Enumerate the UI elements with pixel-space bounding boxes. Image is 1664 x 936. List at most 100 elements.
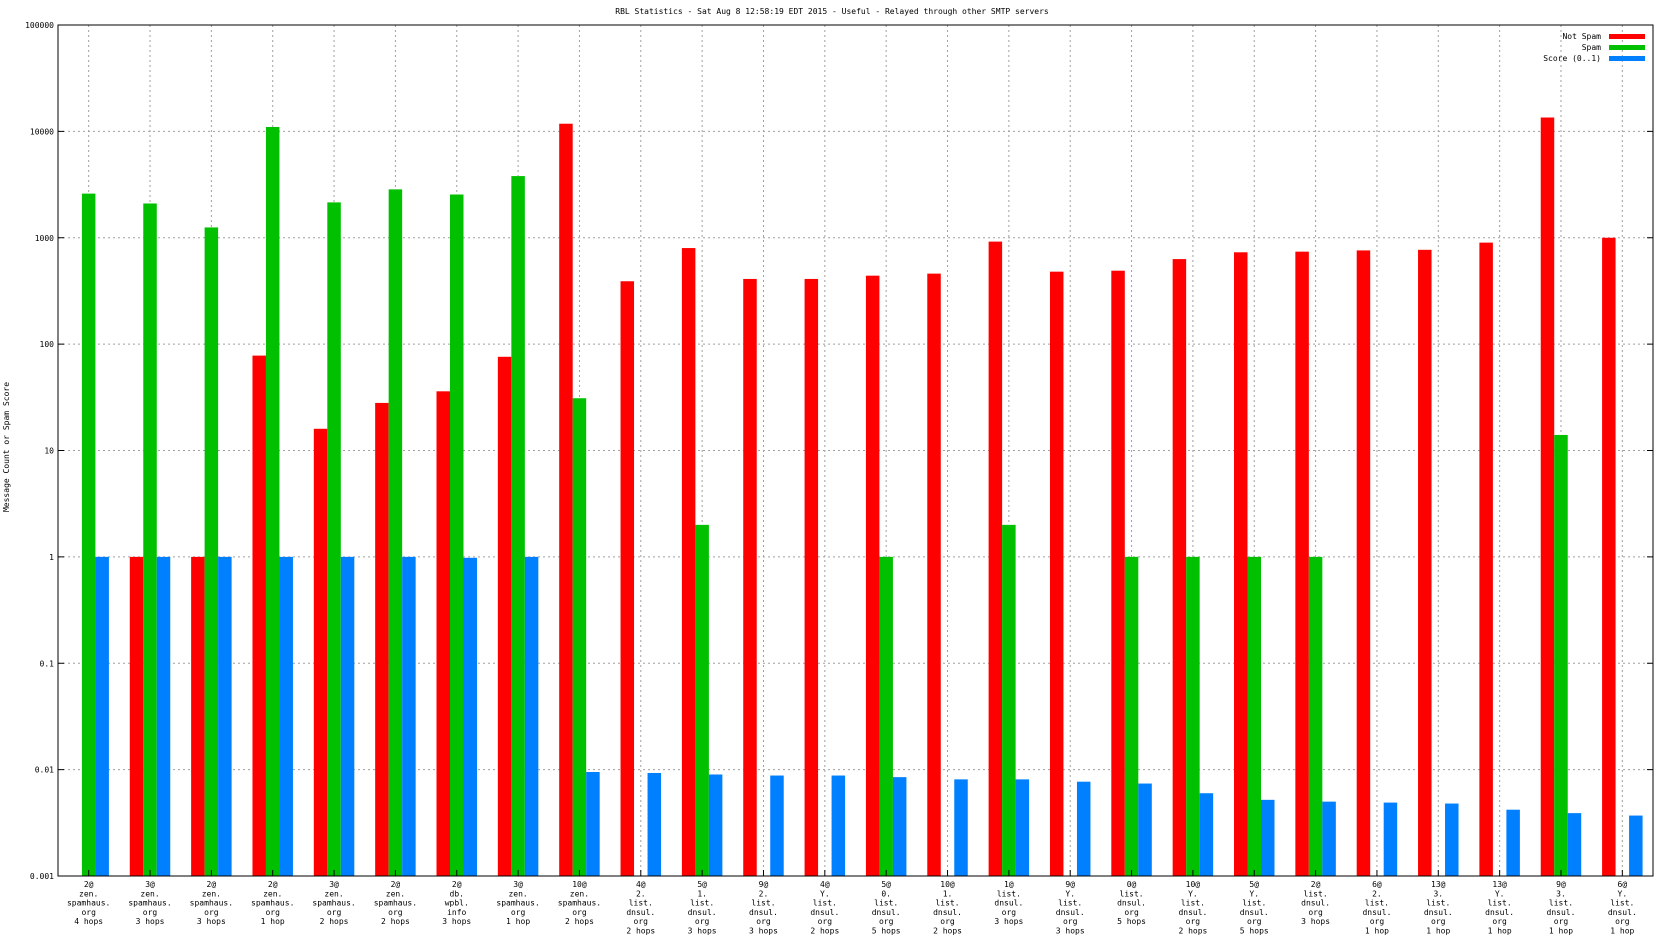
x-tick-label: 2@	[391, 880, 401, 889]
bar-not-spam	[1479, 242, 1493, 877]
x-tick-label: 1.	[697, 889, 707, 898]
x-tick-label: list.	[1610, 899, 1634, 908]
x-tick-label: 4 hops	[74, 917, 103, 926]
x-tick-label: 1 hop	[1426, 927, 1450, 936]
x-tick-label: list.	[1058, 899, 1082, 908]
x-tick-label: 9@	[1556, 880, 1566, 889]
x-tick-label: org	[756, 917, 771, 926]
x-tick-label: dnsul.	[1301, 899, 1330, 908]
bar-not-spam	[1111, 270, 1125, 876]
x-tick-label: zen.	[324, 889, 343, 898]
x-tick-label: dnsul.	[1485, 908, 1514, 917]
bar-score-0-1	[1383, 802, 1398, 876]
x-tick-label: 1 hop	[506, 917, 530, 926]
x-tick-label: spamhaus.	[374, 899, 417, 908]
x-tick-label: dnsul.	[1547, 908, 1576, 917]
x-tick-label: 6@	[1372, 880, 1382, 889]
x-tick-label: 1.	[943, 889, 953, 898]
x-tick-label: org	[388, 908, 403, 917]
x-tick-label: org	[81, 908, 96, 917]
bar-score-0-1	[1567, 813, 1582, 876]
x-tick-label: zen.	[263, 889, 282, 898]
x-tick-label: 9@	[1065, 880, 1075, 889]
x-tick-label: list.	[1120, 889, 1144, 898]
x-tick-label: org	[1492, 917, 1507, 926]
legend-swatch	[1609, 45, 1645, 50]
x-tick-label: 0@	[1127, 880, 1137, 889]
x-tick-label: 2 hops	[320, 917, 349, 926]
x-tick-label: org	[879, 917, 894, 926]
x-tick-label: 2@	[452, 880, 462, 889]
x-tick-label: dnsul.	[626, 908, 655, 917]
x-tick-label: 3.	[1433, 889, 1443, 898]
x-tick-label: 9@	[759, 880, 769, 889]
x-tick-label: dnsul.	[1608, 908, 1637, 917]
bar-spam	[204, 227, 219, 877]
x-tick-label: 3 hops	[136, 917, 165, 926]
x-tick-label: 5@	[881, 880, 891, 889]
bar-spam	[1247, 556, 1261, 876]
bar-not-spam	[927, 273, 941, 876]
bar-not-spam	[865, 275, 880, 876]
x-tick-label: org	[1431, 917, 1446, 926]
x-tick-label: org	[204, 908, 219, 917]
x-tick-label: org	[1002, 908, 1017, 917]
bar-not-spam	[375, 402, 389, 876]
x-tick-label: org	[1247, 917, 1262, 926]
x-tick-label: list.	[1304, 889, 1328, 898]
x-tick-label: spamhaus.	[251, 899, 294, 908]
grid	[58, 24, 1653, 877]
bar-score-0-1	[156, 556, 171, 876]
x-tick-label: list.	[997, 889, 1021, 898]
x-tick-label: list.	[1365, 899, 1389, 908]
x-tick-label: dnsul.	[1240, 908, 1269, 917]
x-tick-label: 2.	[636, 889, 646, 898]
x-tick-label: dnsul.	[1056, 908, 1085, 917]
x-tick-label: dnsul.	[1424, 908, 1453, 917]
chart-title: RBL Statistics - Sat Aug 8 12:58:19 EDT …	[615, 7, 1049, 16]
x-tick-label: spamhaus.	[67, 899, 110, 908]
x-tick-label: 3@	[329, 880, 339, 889]
x-tick-label: dnsul.	[1362, 908, 1391, 917]
x-tick-label: zen.	[508, 889, 527, 898]
x-tick-label: spamhaus.	[190, 899, 233, 908]
bar-spam	[81, 193, 96, 877]
bar-spam	[1554, 434, 1568, 876]
x-tick-label: 10@	[1186, 880, 1201, 889]
bar-not-spam	[559, 123, 573, 876]
x-tick-label: zen.	[386, 889, 405, 898]
x-tick-label: 2 hops	[626, 927, 655, 936]
y-tick-label: 0.1	[40, 659, 55, 668]
y-axis-label: Message Count or Spam Score	[2, 382, 11, 512]
x-tick-label: dnsul.	[1117, 899, 1146, 908]
x-tick-label: org	[1554, 917, 1569, 926]
bar-spam	[695, 524, 709, 876]
x-tick-label: dnsul.	[933, 908, 962, 917]
bar-not-spam	[1295, 251, 1309, 877]
x-tick-label: 1 hop	[1365, 927, 1389, 936]
bar-score-0-1	[1506, 809, 1520, 876]
x-tick-label: org	[1063, 917, 1078, 926]
bar-not-spam	[1234, 252, 1248, 876]
bar-not-spam	[191, 556, 205, 876]
x-tick-label: 5 hops	[1117, 917, 1146, 926]
bar-score-0-1	[586, 771, 600, 876]
x-tick-label: 2@	[84, 880, 94, 889]
x-tick-label: dnsul.	[810, 908, 839, 917]
x-tick-label: 3@	[513, 880, 523, 889]
x-tick-label: 3 hops	[197, 917, 226, 926]
x-tick-label: org	[1370, 917, 1385, 926]
y-tick-label: 1	[49, 553, 54, 562]
y-tick-label: 1000	[35, 234, 54, 243]
bars	[81, 117, 1643, 877]
y-tick-label: 100000	[25, 21, 54, 30]
x-tick-label: org	[265, 908, 280, 917]
y-tick-label: 100	[40, 340, 55, 349]
bar-spam	[265, 126, 280, 876]
bar-score-0-1	[1076, 781, 1091, 876]
x-tick-label: 6@	[1618, 880, 1628, 889]
x-tick-label: 10@	[572, 880, 587, 889]
bar-score-0-1	[1015, 779, 1030, 876]
x-tick-label: Y.	[1495, 889, 1505, 898]
